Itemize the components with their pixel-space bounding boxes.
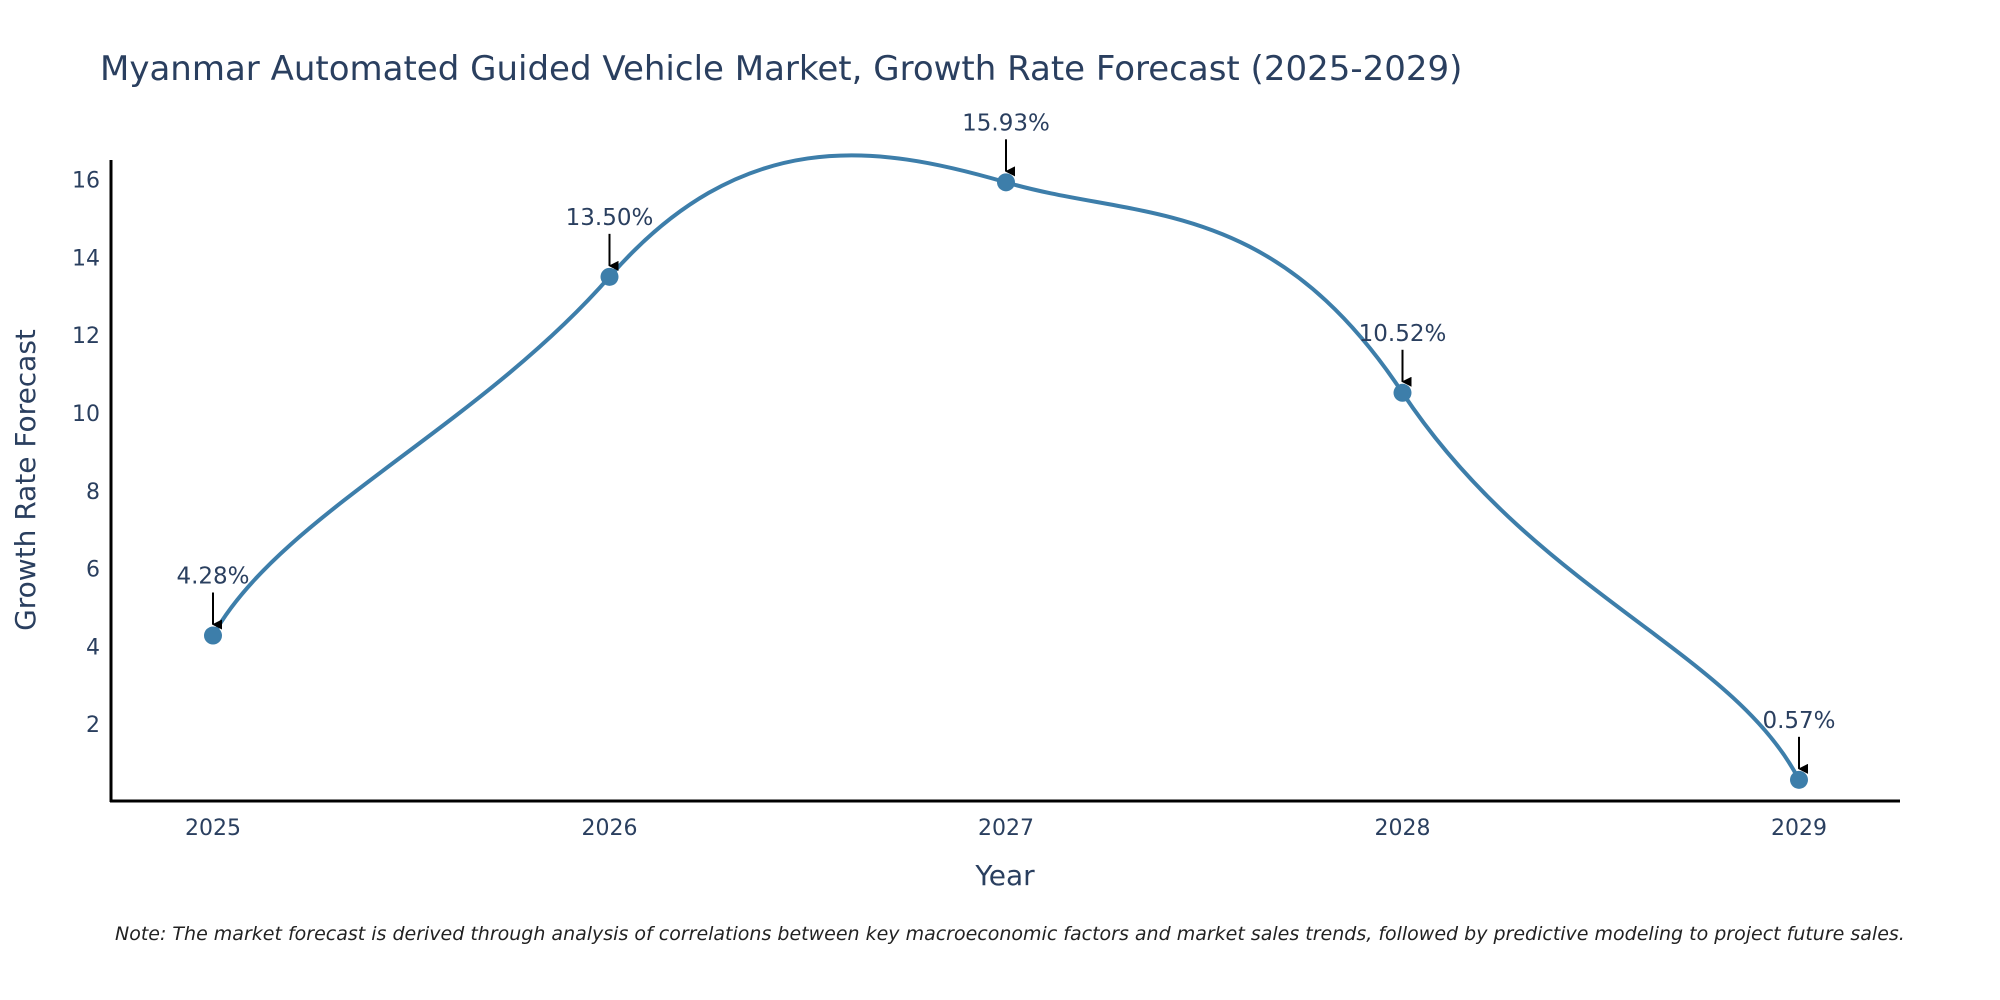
- y-tick-label: 12: [72, 324, 100, 349]
- data-label: 0.57%: [1762, 708, 1835, 734]
- y-tick-label: 14: [72, 246, 100, 271]
- data-point[interactable]: [1393, 383, 1412, 402]
- x-tick-label: 2027: [978, 816, 1034, 841]
- x-tick-label: 2028: [1375, 816, 1431, 841]
- x-tick-label: 2029: [1771, 816, 1827, 841]
- y-tick-label: 8: [86, 480, 100, 505]
- chart-title: Myanmar Automated Guided Vehicle Market,…: [100, 49, 1462, 89]
- y-tick-label: 16: [72, 169, 100, 194]
- y-tick-label: 4: [86, 635, 100, 660]
- data-label: 15.93%: [962, 110, 1050, 136]
- y-axis-ticks: 2 4 6 8 10 12 14 16: [72, 169, 100, 739]
- series-line: [211, 153, 1801, 781]
- data-label: 4.28%: [176, 564, 249, 590]
- plot-area: 4.28% 13.50% 15.93% 10.52% 0.57%: [176, 110, 1836, 789]
- y-tick-label: 2: [86, 713, 100, 738]
- x-axis-title: Year: [974, 859, 1035, 892]
- data-point[interactable]: [997, 173, 1015, 192]
- x-axis-ticks: 2025 2026 2027 2028 2029: [185, 816, 1827, 841]
- data-point[interactable]: [600, 267, 619, 286]
- data-label: 13.50%: [566, 205, 654, 231]
- y-axis-title: Growth Rate Forecast: [9, 329, 42, 631]
- data-label: 10.52%: [1359, 321, 1447, 347]
- y-tick-label: 10: [72, 402, 100, 427]
- forecast-note: Note: The market forecast is derived thr…: [115, 923, 1905, 945]
- x-tick-label: 2026: [582, 816, 638, 841]
- x-tick-label: 2025: [185, 816, 241, 841]
- y-tick-label: 6: [86, 558, 100, 583]
- data-point[interactable]: [1790, 770, 1808, 789]
- data-point[interactable]: [204, 626, 222, 645]
